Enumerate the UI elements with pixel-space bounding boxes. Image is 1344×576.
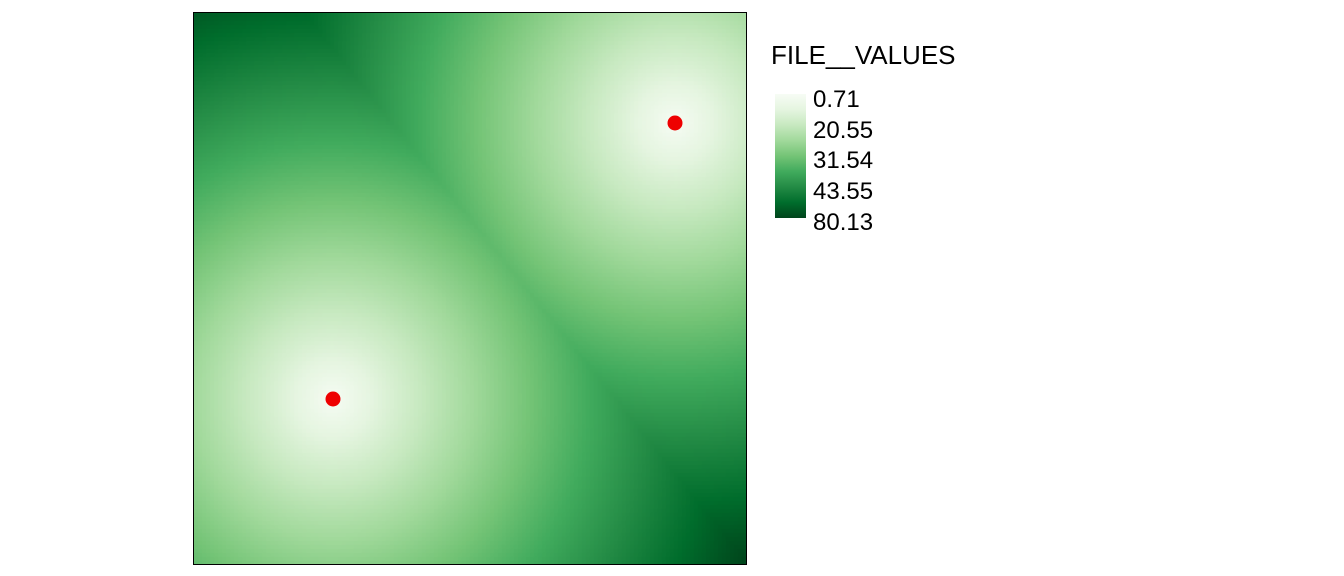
legend-label-2: 31.54 [813, 147, 874, 174]
legend-label-1: 20.55 [813, 117, 874, 144]
point-northeast[interactable] [667, 115, 683, 131]
map-panel [193, 12, 747, 565]
legend-title: FILE__VALUES [771, 40, 956, 70]
point-southwest[interactable] [325, 391, 341, 407]
legend-label-0: 0.71 [813, 86, 860, 113]
value-raster [194, 13, 746, 564]
legend-label-4: 80.13 [813, 209, 874, 236]
legend-label-3: 43.55 [813, 178, 874, 205]
legend-color-bar [775, 94, 806, 218]
